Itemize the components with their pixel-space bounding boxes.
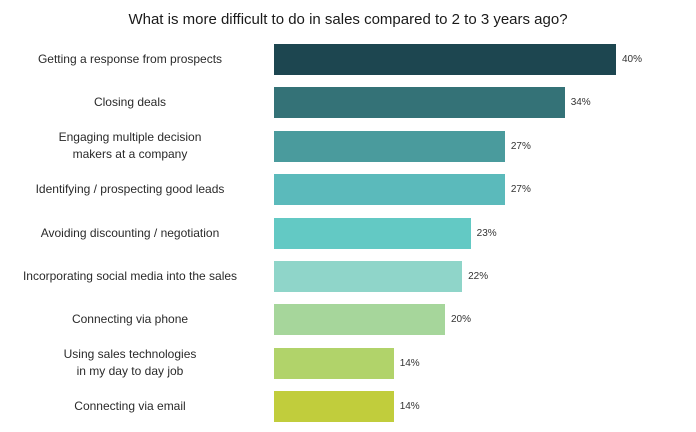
category-label: Using sales technologies in my day to da… bbox=[63, 347, 197, 379]
value-label: 14% bbox=[399, 401, 420, 413]
bar bbox=[274, 391, 394, 423]
category-label: Incorporating social media into the sale… bbox=[22, 269, 238, 283]
value-label: 20% bbox=[451, 314, 472, 326]
value-label: 22% bbox=[468, 271, 489, 282]
category-label: Connecting via phone bbox=[71, 312, 189, 327]
value-label: 27% bbox=[510, 140, 531, 152]
value-label: 23% bbox=[476, 227, 497, 239]
category-label: Identifying / prospecting good leads bbox=[35, 182, 225, 197]
chart-title: What is more difficult to do in sales co… bbox=[128, 11, 568, 28]
bar bbox=[274, 130, 505, 162]
bar bbox=[274, 304, 445, 336]
category-label: Avoiding discounting / negotiation bbox=[40, 225, 220, 240]
category-label: Closing deals bbox=[93, 95, 167, 110]
value-label: 14% bbox=[399, 357, 420, 369]
value-label: 40% bbox=[622, 54, 643, 65]
bar bbox=[274, 87, 565, 119]
bar bbox=[274, 217, 471, 249]
category-label: Engaging multiple decision makers at a c… bbox=[58, 130, 202, 162]
bar bbox=[274, 261, 463, 292]
category-label: Getting a response from prospects bbox=[37, 52, 223, 66]
category-label: Connecting via email bbox=[74, 399, 186, 414]
value-label: 27% bbox=[510, 184, 531, 196]
bar bbox=[274, 347, 394, 379]
value-label: 34% bbox=[570, 97, 591, 109]
bar bbox=[274, 174, 505, 206]
bar bbox=[274, 44, 616, 75]
